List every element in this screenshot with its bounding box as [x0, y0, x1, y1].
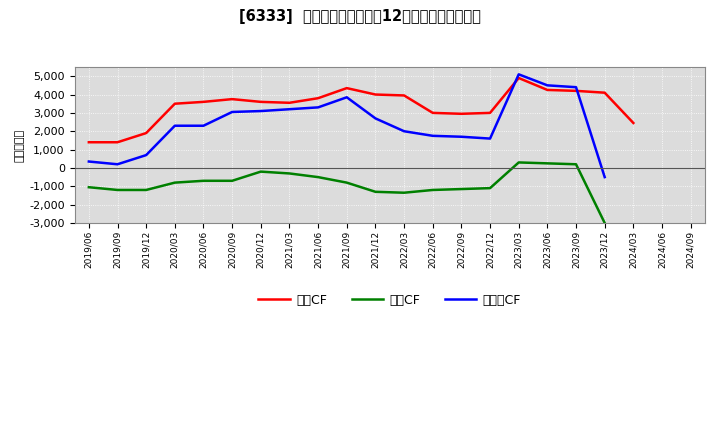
営業CF — [572, 88, 580, 93]
営業CF — [142, 130, 150, 136]
フリーCF — [142, 152, 150, 158]
投資CF — [113, 187, 122, 193]
投資CF — [572, 161, 580, 167]
Text: [6333]  キャッシュフローの12か月移動合計の推移: [6333] キャッシュフローの12か月移動合計の推移 — [239, 9, 481, 24]
営業CF — [457, 111, 466, 117]
フリーCF — [314, 105, 323, 110]
フリーCF — [514, 72, 523, 77]
営業CF — [629, 120, 638, 125]
投資CF — [228, 178, 236, 183]
フリーCF — [428, 133, 437, 139]
フリーCF — [171, 123, 179, 128]
Line: 投資CF: 投資CF — [89, 162, 605, 223]
投資CF — [285, 171, 294, 176]
フリーCF — [199, 123, 208, 128]
投資CF — [543, 161, 552, 166]
投資CF — [171, 180, 179, 185]
営業CF — [113, 139, 122, 145]
投資CF — [199, 178, 208, 183]
営業CF — [343, 85, 351, 91]
営業CF — [486, 110, 495, 116]
フリーCF — [600, 175, 609, 180]
フリーCF — [84, 159, 93, 164]
Line: 営業CF: 営業CF — [89, 78, 634, 142]
営業CF — [314, 95, 323, 101]
フリーCF — [371, 116, 379, 121]
Legend: 営業CF, 投資CF, フリーCF: 営業CF, 投資CF, フリーCF — [253, 289, 526, 312]
営業CF — [84, 139, 93, 145]
営業CF — [228, 96, 236, 102]
フリーCF — [400, 128, 408, 134]
投資CF — [343, 180, 351, 185]
投資CF — [256, 169, 265, 174]
投資CF — [486, 186, 495, 191]
投資CF — [428, 187, 437, 193]
営業CF — [600, 90, 609, 95]
営業CF — [428, 110, 437, 116]
投資CF — [142, 187, 150, 193]
フリーCF — [457, 134, 466, 139]
フリーCF — [343, 95, 351, 100]
フリーCF — [228, 109, 236, 114]
Y-axis label: （百万円）: （百万円） — [15, 128, 25, 161]
フリーCF — [486, 136, 495, 141]
営業CF — [199, 99, 208, 105]
営業CF — [171, 101, 179, 106]
投資CF — [600, 220, 609, 226]
投資CF — [371, 189, 379, 194]
営業CF — [285, 100, 294, 106]
投資CF — [514, 160, 523, 165]
営業CF — [371, 92, 379, 97]
営業CF — [400, 93, 408, 98]
投資CF — [314, 175, 323, 180]
フリーCF — [256, 108, 265, 114]
フリーCF — [572, 84, 580, 90]
営業CF — [256, 99, 265, 105]
フリーCF — [543, 83, 552, 88]
投資CF — [400, 190, 408, 195]
営業CF — [543, 87, 552, 92]
Line: フリーCF: フリーCF — [89, 74, 605, 177]
投資CF — [457, 187, 466, 192]
フリーCF — [113, 161, 122, 167]
営業CF — [514, 75, 523, 81]
フリーCF — [285, 106, 294, 112]
投資CF — [84, 184, 93, 190]
